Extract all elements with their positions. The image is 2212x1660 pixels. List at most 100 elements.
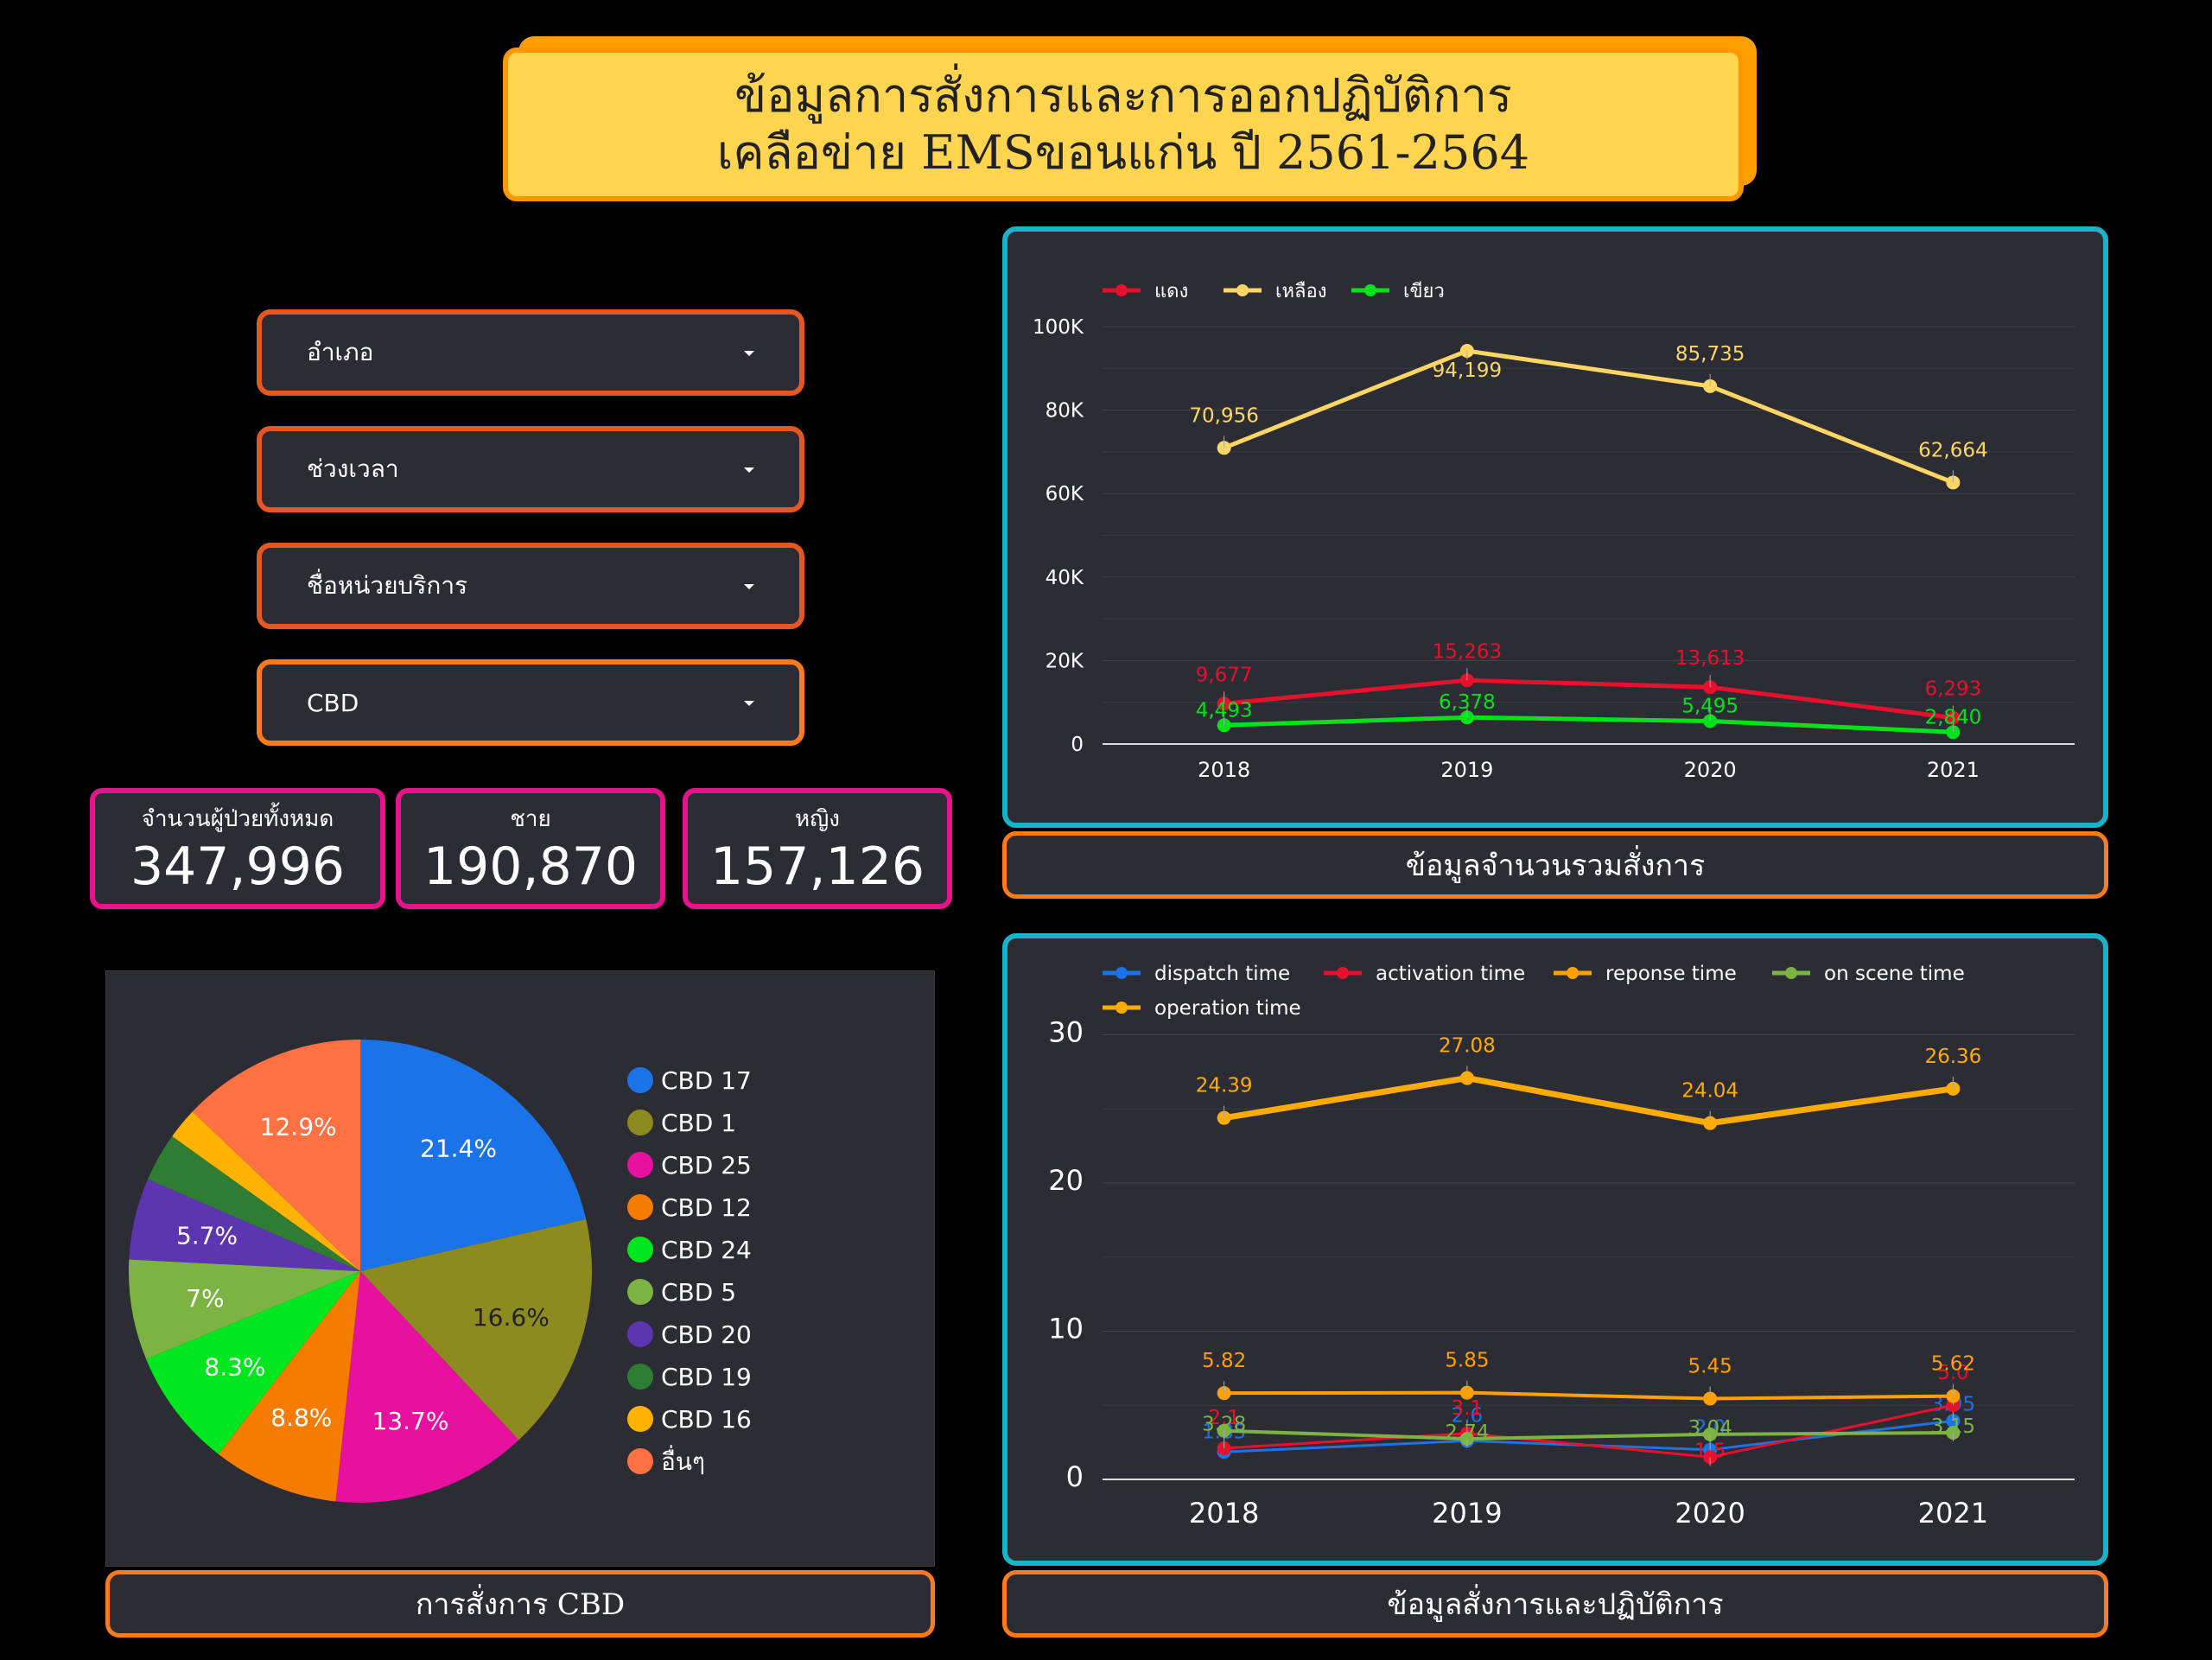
pie-slice-4 [146, 1271, 360, 1454]
y-tick-label-2: 40K [1046, 567, 1084, 589]
data-label-2-0: 5.82 [1202, 1350, 1246, 1372]
pie-slice-label-1: 16.6% [473, 1303, 550, 1332]
dispatch-count-chart: แดง เหลือง เขียว 0 20K 40K 60K 80K 100K 2018 2019 2… [1033, 281, 2075, 782]
data-point-1-2 [1703, 378, 1718, 393]
pie-legend-label-1: CBD 1 [661, 1109, 736, 1137]
legend-marker-0 [1116, 967, 1128, 979]
operation-time-caption-text: ข้อมูลสั่งการและปฏิบัติการ [1387, 1587, 1724, 1622]
legend-label-4: operation time [1154, 997, 1301, 1020]
chevron-down-icon [744, 701, 754, 706]
pie-slice-8 [172, 1111, 360, 1271]
pie-legend-label-9: อื่นๆ [661, 1445, 705, 1476]
series-line-3 [1224, 1428, 1954, 1441]
legend-label-2: เขียว [1403, 281, 1445, 302]
pie-legend-label-6: CBD 20 [661, 1320, 752, 1349]
pie-slice-label-6: 5.7% [176, 1222, 238, 1250]
data-point-4-0 [1217, 1110, 1231, 1125]
legend-label-0: dispatch time [1154, 963, 1290, 985]
y-tick-label-0: 0 [1066, 1460, 1084, 1493]
data-point-4-3 [1946, 1081, 1961, 1096]
page-title-line2: เคลือข่าย EMSขอนแก่น ปี 2561-2564 [716, 125, 1530, 180]
service-unit-dropdown-label: ชื่อหน่วยบริการ [307, 571, 468, 600]
chevron-down-icon [744, 351, 754, 356]
x-tick-label-2: 2020 [1684, 758, 1737, 782]
data-point-4-1 [1459, 1071, 1474, 1085]
time-range-dropdown[interactable]: ช่วงเวลา [257, 426, 804, 512]
data-point-1-0 [1217, 441, 1231, 455]
pie-legend-marker-2 [627, 1152, 653, 1178]
pie-slice-1 [360, 1218, 592, 1441]
data-label-3-3: 3.15 [1931, 1415, 1975, 1438]
chevron-down-icon [744, 467, 754, 473]
series-line-4 [1224, 1074, 1954, 1127]
pie-legend-label-7: CBD 19 [661, 1363, 752, 1391]
y-tick-label-3: 60K [1046, 483, 1084, 506]
kpi-total-label: จำนวนผู้ป่วยทั้งหมด [141, 805, 334, 832]
x-tick-label-3: 2021 [1918, 1497, 1988, 1530]
kpi-total-patients: จำนวนผู้ป่วยทั้งหมด 347,996 [90, 788, 385, 909]
data-label-2-1: 5.85 [1445, 1350, 1489, 1372]
data-label-1-3: 62,664 [1918, 439, 1987, 461]
legend-marker-3 [1785, 967, 1797, 979]
data-point-3-3 [1946, 1425, 1961, 1440]
legend-label-1: เหลือง [1275, 281, 1326, 302]
series-line-1 [1223, 348, 1955, 485]
pie-legend-marker-6 [627, 1321, 653, 1347]
pie-legend-marker-0 [627, 1067, 653, 1093]
pie-legend-label-0: CBD 17 [661, 1066, 752, 1095]
data-label-4-3: 26.36 [1924, 1046, 1981, 1068]
pie-legend-label-4: CBD 24 [661, 1236, 752, 1264]
data-label-2-3: 5.62 [1931, 1353, 1975, 1376]
legend-label-1: activation time [1376, 963, 1525, 985]
series-line-1 [1224, 1403, 1954, 1459]
x-tick-label-1: 2019 [1440, 758, 1493, 782]
pie-slice-2 [335, 1271, 519, 1503]
pie-slice-label-2: 13.7% [372, 1407, 448, 1435]
dispatch-count-chart-panel: แดง เหลือง เขียว 0 20K 40K 60K 80K 100K 2018 2019 2… [1002, 226, 2108, 828]
service-unit-dropdown[interactable]: ชื่อหน่วยบริการ [257, 543, 804, 629]
data-label-4-2: 24.04 [1681, 1080, 1738, 1103]
cbd-pie-chart-panel: 21.4% CBD 17 16.6% CBD 1 13.7% CBD 25 8.8% CBD … [105, 970, 935, 1567]
series-line-0 [1224, 677, 1954, 721]
district-dropdown-label: อำเภอ [307, 338, 374, 366]
y-tick-label-3: 30 [1048, 1015, 1084, 1048]
district-dropdown[interactable]: อำเภอ [257, 309, 804, 396]
data-label-1-0: 70,956 [1189, 404, 1258, 427]
dispatch-count-caption: ข้อมูลจำนวนรวมสั่งการ [1002, 831, 2108, 899]
chevron-down-icon [744, 584, 754, 589]
data-label-0-2: 13,613 [1675, 647, 1745, 670]
kpi-female-label: หญิง [795, 805, 840, 832]
page-title-line1: ข้อมูลการสั่งการและการออกปฏิบัติการ [734, 68, 1512, 123]
data-label-0-1: 15,263 [1433, 640, 1502, 663]
data-label-1-1: 94,199 [1433, 359, 1502, 382]
pie-legend-marker-9 [627, 1448, 653, 1474]
y-tick-label-2: 20 [1048, 1164, 1084, 1197]
pie-legend-label-8: CBD 16 [661, 1405, 752, 1434]
series-line-2 [1224, 715, 1954, 735]
cbd-pie-chart: 21.4% CBD 17 16.6% CBD 1 13.7% CBD 25 8.8% CBD … [129, 1040, 752, 1503]
pie-slice-9 [192, 1040, 360, 1271]
page-title: ข้อมูลการสั่งการและการออกปฏิบัติการ เคลื… [503, 48, 1744, 201]
cbd-dropdown[interactable]: CBD [257, 659, 804, 746]
data-label-2-1: 6,378 [1439, 691, 1496, 714]
y-tick-label-1: 10 [1048, 1312, 1084, 1345]
operation-time-chart-panel: dispatch time activation time reponse time… [1002, 933, 2108, 1566]
data-label-1-3: 5.0 [1937, 1362, 1969, 1384]
data-label-1-2: 1.5 [1694, 1440, 1726, 1462]
pie-legend-marker-5 [627, 1279, 653, 1305]
legend-label-2: reponse time [1605, 963, 1737, 985]
kpi-male-label: ชาย [510, 805, 551, 832]
data-label-3-0: 3.28 [1202, 1414, 1246, 1436]
operation-time-chart: dispatch time activation time reponse time… [1048, 963, 2075, 1530]
pie-slice-label-3: 8.8% [270, 1403, 332, 1432]
kpi-female: หญิง 157,126 [683, 788, 952, 909]
legend-marker-0 [1116, 284, 1128, 296]
y-tick-label-4: 80K [1046, 400, 1084, 423]
kpi-female-value: 157,126 [709, 836, 925, 897]
data-label-0-0: 9,677 [1196, 664, 1253, 686]
data-label-4-1: 27.08 [1439, 1035, 1496, 1058]
legend-label-3: on scene time [1824, 963, 1965, 985]
kpi-total-value: 347,996 [130, 836, 346, 897]
series-line-2 [1224, 1390, 1954, 1401]
legend-marker-1 [1236, 284, 1249, 296]
